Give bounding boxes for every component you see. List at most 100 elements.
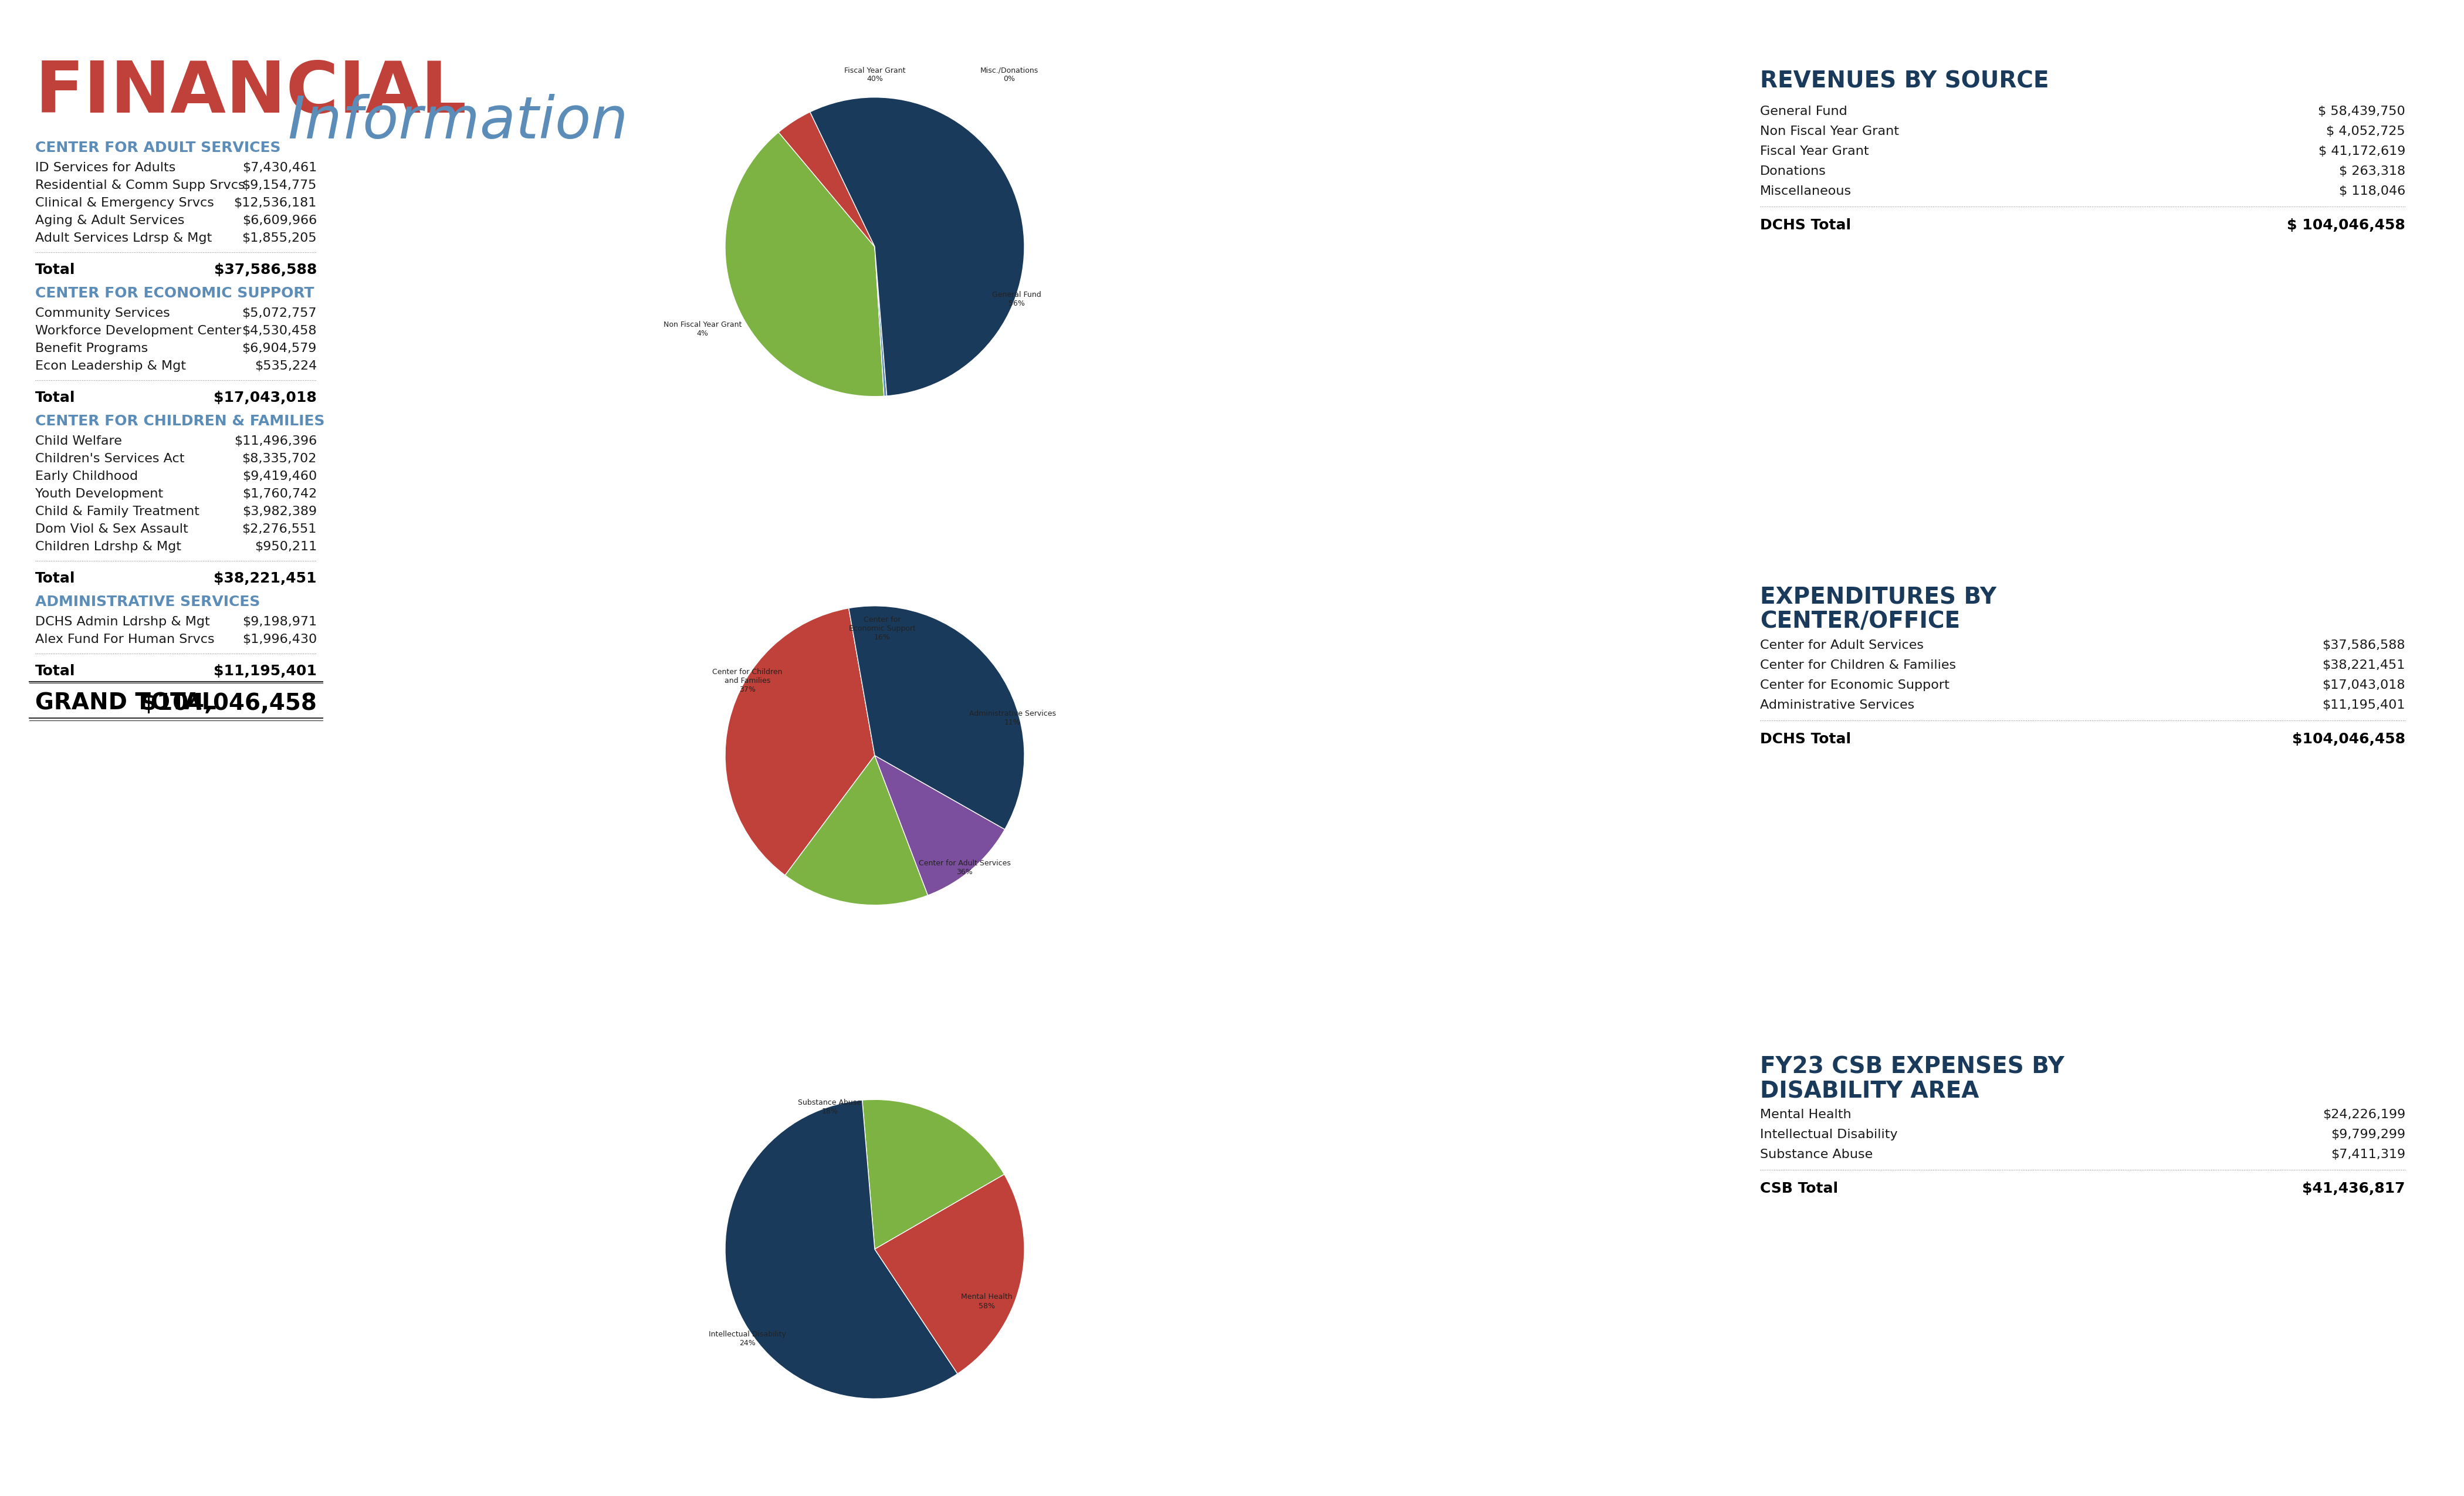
Text: Child & Family Treatment: Child & Family Treatment (34, 506, 200, 518)
Text: $38,221,451: $38,221,451 (2324, 660, 2405, 672)
Text: Miscellaneous: Miscellaneous (1759, 186, 1850, 197)
Text: $11,496,396: $11,496,396 (234, 435, 318, 447)
Text: ADMINISTRATIVE SERVICES: ADMINISTRATIVE SERVICES (34, 595, 261, 609)
Text: $ 104,046,458: $ 104,046,458 (2287, 218, 2405, 232)
Text: $104,046,458: $104,046,458 (2292, 732, 2405, 747)
Text: GRAND TOTAL: GRAND TOTAL (34, 693, 217, 715)
Text: $41,436,817: $41,436,817 (2301, 1182, 2405, 1195)
Text: DCHS Total: DCHS Total (1759, 732, 1850, 747)
Text: Information: Information (288, 94, 628, 151)
Text: General Fund: General Fund (1759, 106, 1848, 117)
Wedge shape (862, 1100, 1005, 1249)
Wedge shape (724, 1100, 958, 1399)
Text: CENTER FOR ECONOMIC SUPPORT: CENTER FOR ECONOMIC SUPPORT (34, 286, 315, 301)
Text: $24,226,199: $24,226,199 (2324, 1109, 2405, 1121)
Text: $1,855,205: $1,855,205 (241, 232, 318, 244)
Text: CSB Total: CSB Total (1759, 1182, 1838, 1195)
Text: REVENUES BY SOURCE: REVENUES BY SOURCE (1759, 70, 2050, 93)
Text: Non Fiscal Year Grant
4%: Non Fiscal Year Grant 4% (663, 322, 742, 337)
Text: Substance Abuse
18%: Substance Abuse 18% (798, 1100, 862, 1115)
Text: Center for Adult Services
36%: Center for Adult Services 36% (919, 860, 1010, 875)
Text: Intellectual Disability
24%: Intellectual Disability 24% (710, 1331, 786, 1346)
Text: DCHS Total: DCHS Total (1759, 218, 1850, 232)
Text: $535,224: $535,224 (254, 361, 318, 373)
Text: Youth Development: Youth Development (34, 488, 163, 500)
Text: $ 118,046: $ 118,046 (2338, 186, 2405, 197)
Text: Child Welfare: Child Welfare (34, 435, 121, 447)
Wedge shape (724, 609, 875, 875)
Text: Mental Health
58%: Mental Health 58% (961, 1294, 1013, 1309)
Text: CENTER FOR CHILDREN & FAMILIES: CENTER FOR CHILDREN & FAMILIES (34, 414, 325, 428)
Text: Administrative Services
11%: Administrative Services 11% (968, 711, 1055, 726)
Text: $1,760,742: $1,760,742 (241, 488, 318, 500)
Text: $9,419,460: $9,419,460 (241, 471, 318, 482)
Text: $104,046,458: $104,046,458 (140, 693, 318, 715)
Text: Total: Total (34, 390, 76, 405)
Text: Center for
Economic Support
16%: Center for Economic Support 16% (848, 616, 917, 640)
Text: Center for Adult Services: Center for Adult Services (1759, 639, 1924, 651)
Text: Fiscal Year Grant
40%: Fiscal Year Grant 40% (845, 67, 904, 82)
Text: $1,996,430: $1,996,430 (241, 634, 318, 645)
Text: $950,211: $950,211 (254, 542, 318, 552)
Text: $4,530,458: $4,530,458 (241, 325, 318, 337)
Text: $7,411,319: $7,411,319 (2331, 1149, 2405, 1161)
Text: $9,198,971: $9,198,971 (241, 616, 318, 628)
Text: $ 58,439,750: $ 58,439,750 (2319, 106, 2405, 117)
Text: $ 4,052,725: $ 4,052,725 (2326, 126, 2405, 138)
Text: Adult Services Ldrsp & Mgt: Adult Services Ldrsp & Mgt (34, 232, 212, 244)
Text: Total: Total (34, 571, 76, 585)
Text: $3,982,389: $3,982,389 (241, 506, 318, 518)
Wedge shape (779, 112, 875, 247)
Text: Benefit Programs: Benefit Programs (34, 343, 148, 355)
Text: FY23 CSB EXPENSES BY
DISABILITY AREA: FY23 CSB EXPENSES BY DISABILITY AREA (1759, 1056, 2065, 1103)
Text: $ 41,172,619: $ 41,172,619 (2319, 145, 2405, 157)
Text: $11,195,401: $11,195,401 (2321, 699, 2405, 711)
Text: $6,609,966: $6,609,966 (241, 215, 318, 226)
Text: $9,154,775: $9,154,775 (241, 180, 318, 191)
Text: $ 263,318: $ 263,318 (2338, 166, 2405, 177)
Text: Aging & Adult Services: Aging & Adult Services (34, 215, 185, 226)
Text: $5,072,757: $5,072,757 (241, 307, 318, 319)
Wedge shape (724, 132, 885, 396)
Text: Econ Leadership & Mgt: Econ Leadership & Mgt (34, 361, 185, 373)
Wedge shape (848, 606, 1025, 829)
Text: EXPENDITURES BY
CENTER/OFFICE: EXPENDITURES BY CENTER/OFFICE (1759, 586, 1996, 633)
Text: $7,430,461: $7,430,461 (241, 162, 318, 174)
Text: Clinical & Emergency Srvcs: Clinical & Emergency Srvcs (34, 197, 214, 209)
Wedge shape (875, 755, 1005, 895)
Text: Dom Viol & Sex Assault: Dom Viol & Sex Assault (34, 524, 187, 536)
Text: Fiscal Year Grant: Fiscal Year Grant (1759, 145, 1868, 157)
Text: FINANCIAL: FINANCIAL (34, 58, 468, 127)
Wedge shape (875, 1174, 1025, 1373)
Text: Substance Abuse: Substance Abuse (1759, 1149, 1873, 1161)
Text: Center for Children & Families: Center for Children & Families (1759, 660, 1956, 672)
Text: Workforce Development Center: Workforce Development Center (34, 325, 241, 337)
Text: Total: Total (34, 263, 76, 277)
Text: Non Fiscal Year Grant: Non Fiscal Year Grant (1759, 126, 1900, 138)
Text: Center for Economic Support: Center for Economic Support (1759, 679, 1949, 691)
Text: $11,195,401: $11,195,401 (214, 664, 318, 678)
Text: Mental Health: Mental Health (1759, 1109, 1850, 1121)
Text: Donations: Donations (1759, 166, 1826, 177)
Text: $9,799,299: $9,799,299 (2331, 1129, 2405, 1140)
Text: ID Services for Adults: ID Services for Adults (34, 162, 175, 174)
Text: $2,276,551: $2,276,551 (241, 524, 318, 536)
Text: $17,043,018: $17,043,018 (214, 390, 318, 405)
Text: Children's Services Act: Children's Services Act (34, 453, 185, 465)
Text: Administrative Services: Administrative Services (1759, 699, 1915, 711)
Text: General Fund
56%: General Fund 56% (993, 292, 1042, 307)
Wedge shape (875, 247, 887, 396)
Text: $12,536,181: $12,536,181 (234, 197, 318, 209)
Text: Intellectual Disability: Intellectual Disability (1759, 1129, 1897, 1140)
Text: Center for Children
and Families
37%: Center for Children and Families 37% (712, 669, 784, 693)
Text: Community Services: Community Services (34, 307, 170, 319)
Wedge shape (811, 97, 1025, 396)
Text: $38,221,451: $38,221,451 (214, 571, 318, 585)
Text: Total: Total (34, 664, 76, 678)
Text: $17,043,018: $17,043,018 (2321, 679, 2405, 691)
Text: CENTER FOR ADULT SERVICES: CENTER FOR ADULT SERVICES (34, 141, 281, 156)
Wedge shape (786, 755, 929, 905)
Text: $37,586,588: $37,586,588 (214, 263, 318, 277)
Text: Residential & Comm Supp Srvcs: Residential & Comm Supp Srvcs (34, 180, 244, 191)
Text: Early Childhood: Early Childhood (34, 471, 138, 482)
